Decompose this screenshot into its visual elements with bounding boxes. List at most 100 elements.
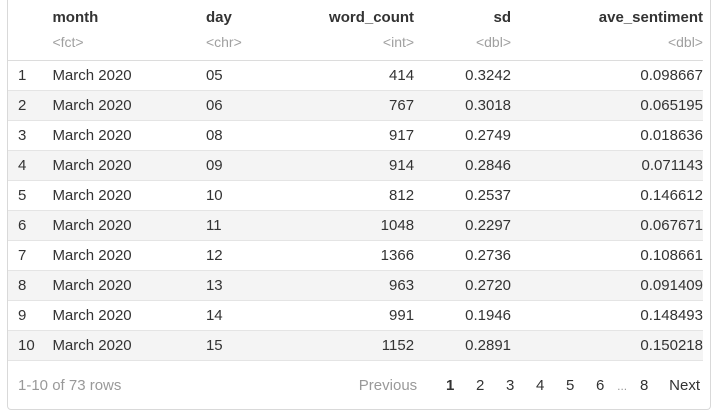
cell-sd: 0.2297 xyxy=(414,210,512,241)
row-index: 7 xyxy=(8,240,53,271)
cell-ave-sentiment: 0.091409 xyxy=(511,270,703,301)
cell-ave-sentiment: 0.071143 xyxy=(511,150,703,181)
cell-month: March 2020 xyxy=(52,90,206,121)
cell-ave-sentiment: 0.108661 xyxy=(511,240,703,271)
cell-word-count: 812 xyxy=(288,180,415,211)
table-row: 1 March 2020 05 414 0.3242 0.098667 xyxy=(8,60,703,91)
cell-day: 12 xyxy=(205,240,289,271)
cell-day: 10 xyxy=(205,180,289,211)
cell-word-count: 991 xyxy=(288,300,415,331)
cell-day: 11 xyxy=(205,210,289,241)
cell-day: 09 xyxy=(205,150,289,181)
pagination: Previous 1 2 3 4 5 6 ... 8 Next xyxy=(359,377,700,394)
row-index: 6 xyxy=(8,210,53,241)
cell-month: March 2020 xyxy=(52,300,206,331)
cell-word-count: 917 xyxy=(288,120,415,151)
column-type-day: <chr> xyxy=(205,34,289,61)
cell-sd: 0.3242 xyxy=(414,60,512,91)
row-index: 8 xyxy=(8,270,53,301)
page-button-8[interactable]: 8 xyxy=(639,377,649,394)
column-type-index xyxy=(8,34,53,61)
table-row: 5 March 2020 10 812 0.2537 0.146612 xyxy=(8,180,703,211)
row-index: 2 xyxy=(8,90,53,121)
table-row: 8 March 2020 13 963 0.2720 0.091409 xyxy=(8,270,703,301)
data-table: month day word_count sd ave_sentiment <f… xyxy=(8,0,703,361)
page-button-5[interactable]: 5 xyxy=(565,377,575,394)
cell-day: 08 xyxy=(205,120,289,151)
cell-sd: 0.3018 xyxy=(414,90,512,121)
cell-word-count: 1048 xyxy=(288,210,415,241)
column-header-word-count[interactable]: word_count xyxy=(329,8,415,26)
row-index: 1 xyxy=(8,60,53,91)
cell-word-count: 767 xyxy=(288,90,415,121)
row-index: 5 xyxy=(8,180,53,211)
table-row: 3 March 2020 08 917 0.2749 0.018636 xyxy=(8,120,703,151)
cell-sd: 0.2846 xyxy=(414,150,512,181)
column-header-month[interactable]: month xyxy=(52,8,99,26)
page-button-2[interactable]: 2 xyxy=(475,377,485,394)
data-frame-viewer: month day word_count sd ave_sentiment <f… xyxy=(7,0,711,410)
column-header-sd[interactable]: sd xyxy=(493,8,512,26)
cell-ave-sentiment: 0.148493 xyxy=(511,300,703,331)
row-index: 4 xyxy=(8,150,53,181)
rows-info: 1-10 of 73 rows xyxy=(18,377,122,394)
column-header-day[interactable]: day xyxy=(205,8,232,26)
table-row: 2 March 2020 06 767 0.3018 0.065195 xyxy=(8,90,703,121)
cell-month: March 2020 xyxy=(52,210,206,241)
cell-month: March 2020 xyxy=(52,60,206,91)
cell-sd: 0.2720 xyxy=(414,270,512,301)
table-row: 6 March 2020 11 1048 0.2297 0.067671 xyxy=(8,210,703,241)
column-type-ave-sentiment: <dbl> xyxy=(511,34,703,61)
cell-ave-sentiment: 0.150218 xyxy=(511,330,703,361)
cell-sd: 0.2736 xyxy=(414,240,512,271)
column-header-ave-sentiment[interactable]: ave_sentiment xyxy=(598,8,703,26)
table-row: 4 March 2020 09 914 0.2846 0.071143 xyxy=(8,150,703,181)
cell-day: 05 xyxy=(205,60,289,91)
cell-month: March 2020 xyxy=(52,240,206,271)
cell-month: March 2020 xyxy=(52,180,206,211)
cell-month: March 2020 xyxy=(52,120,206,151)
next-button[interactable]: Next xyxy=(669,377,700,394)
cell-word-count: 414 xyxy=(288,60,415,91)
cell-sd: 0.2749 xyxy=(414,120,512,151)
page-button-4[interactable]: 4 xyxy=(535,377,545,394)
row-index: 3 xyxy=(8,120,53,151)
table-body: 1 March 2020 05 414 0.3242 0.098667 2 March 202… xyxy=(8,60,703,361)
cell-sd: 0.2891 xyxy=(414,330,512,361)
column-types-row: <fct> <chr> <int> <dbl> <dbl> xyxy=(8,34,703,61)
table-row: 9 March 2020 14 991 0.1946 0.148493 xyxy=(8,300,703,331)
row-index: 9 xyxy=(8,300,53,331)
cell-day: 15 xyxy=(205,330,289,361)
cell-sd: 0.2537 xyxy=(414,180,512,211)
cell-word-count: 1366 xyxy=(288,240,415,271)
cell-sd: 0.1946 xyxy=(414,300,512,331)
column-type-word-count: <int> xyxy=(288,34,415,61)
cell-month: March 2020 xyxy=(52,330,206,361)
cell-day: 06 xyxy=(205,90,289,121)
header-row: month day word_count sd ave_sentiment xyxy=(8,0,703,34)
page-button-1[interactable]: 1 xyxy=(445,377,455,394)
column-type-sd: <dbl> xyxy=(414,34,512,61)
cell-ave-sentiment: 0.098667 xyxy=(511,60,703,91)
cell-day: 14 xyxy=(205,300,289,331)
table-footer: 1-10 of 73 rows Previous 1 2 3 4 5 6 ...… xyxy=(8,368,710,406)
table-row: 10 March 2020 15 1152 0.2891 0.150218 xyxy=(8,330,703,361)
cell-day: 13 xyxy=(205,270,289,301)
cell-month: March 2020 xyxy=(52,150,206,181)
cell-ave-sentiment: 0.065195 xyxy=(511,90,703,121)
cell-ave-sentiment: 0.146612 xyxy=(511,180,703,211)
cell-word-count: 914 xyxy=(288,150,415,181)
cell-ave-sentiment: 0.067671 xyxy=(511,210,703,241)
pagination-ellipsis: ... xyxy=(617,378,628,393)
cell-ave-sentiment: 0.018636 xyxy=(511,120,703,151)
cell-month: March 2020 xyxy=(52,270,206,301)
previous-button[interactable]: Previous xyxy=(358,377,418,394)
page-button-3[interactable]: 3 xyxy=(505,377,515,394)
table-row: 7 March 2020 12 1366 0.2736 0.108661 xyxy=(8,240,703,271)
column-type-month: <fct> xyxy=(52,34,206,61)
cell-word-count: 1152 xyxy=(288,330,415,361)
column-header-index xyxy=(8,0,52,34)
page-button-6[interactable]: 6 xyxy=(595,377,605,394)
row-index: 10 xyxy=(8,330,53,361)
cell-word-count: 963 xyxy=(288,270,415,301)
